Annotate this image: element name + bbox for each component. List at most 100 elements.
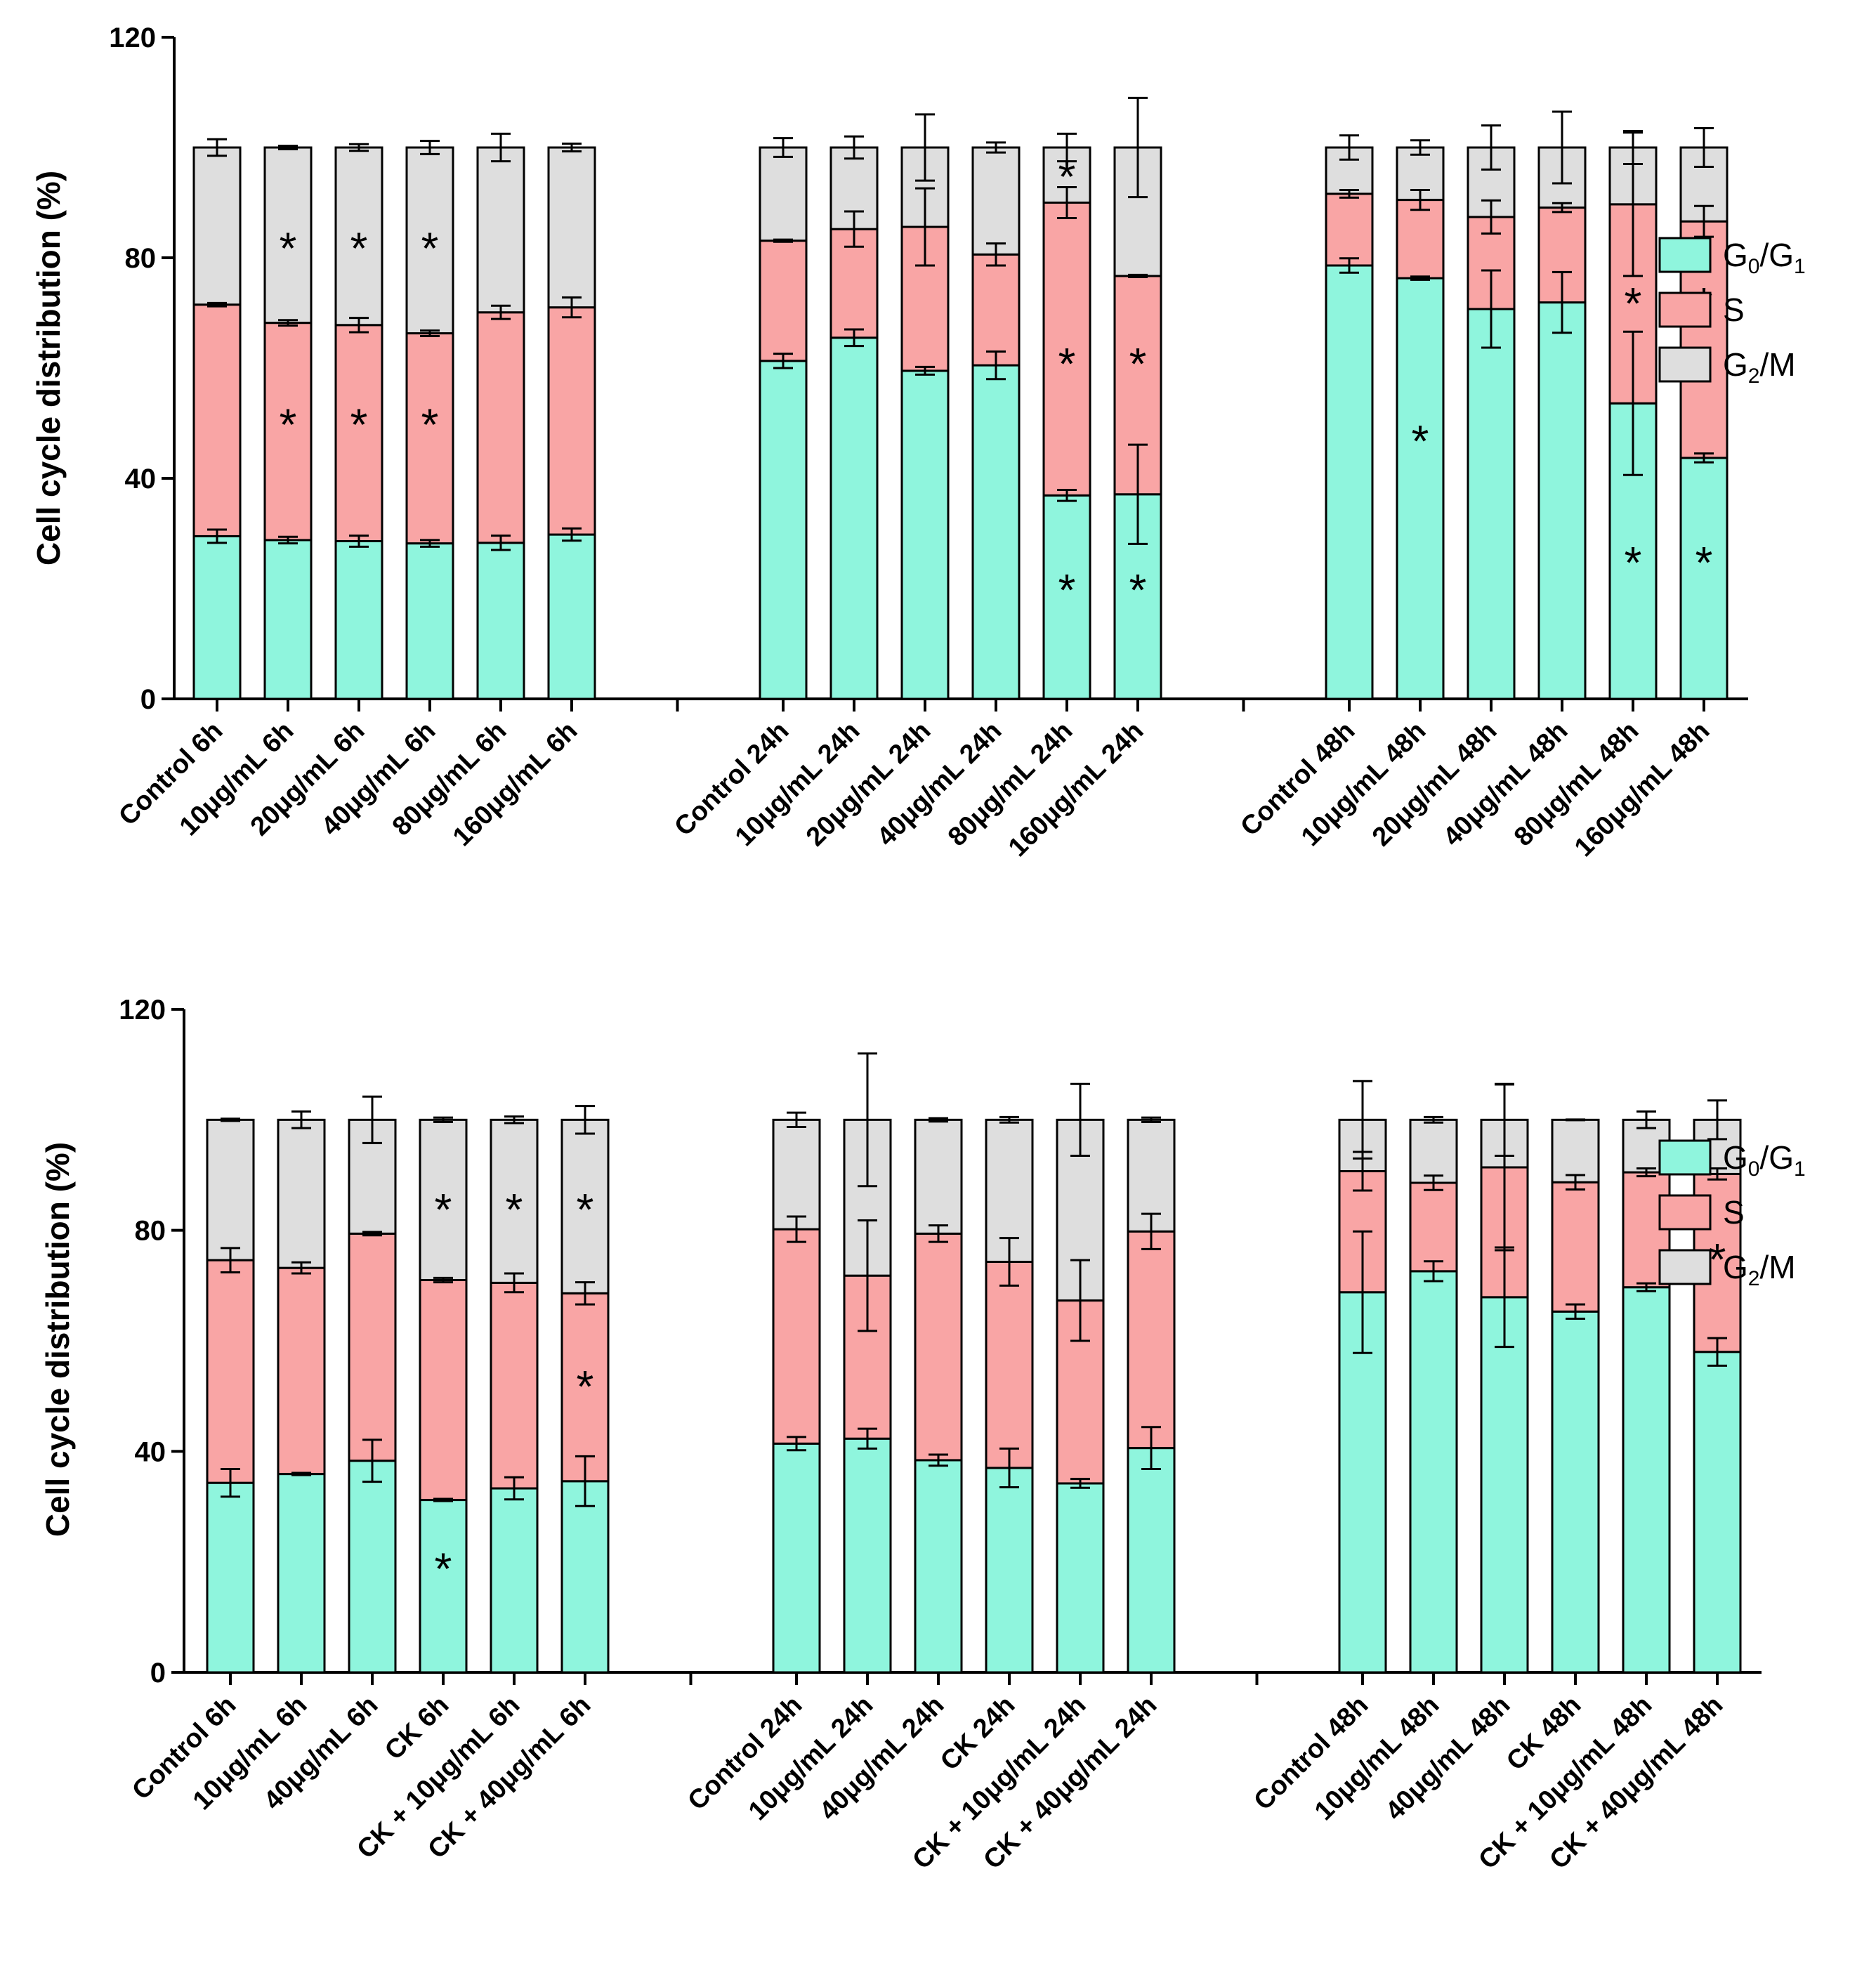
- bar-g2m: [914, 1118, 963, 1235]
- bar-stack: [206, 1117, 255, 1674]
- y-axis-label: Cell cycle distribution (%): [39, 1142, 76, 1537]
- bar-g2m: [277, 1118, 326, 1269]
- y-tick-label: 120: [109, 22, 156, 53]
- bar-g2m: [1551, 1118, 1600, 1184]
- bar-g0g1: [1693, 1351, 1742, 1674]
- x-tick-label: 10μg/mL 24h: [730, 716, 865, 852]
- bar-stack: *: [1396, 139, 1445, 700]
- significance-star: *: [421, 223, 439, 273]
- bar-stack: [1409, 1115, 1458, 1674]
- bar-g0g1: [829, 336, 879, 700]
- x-tick-label: 20μg/mL 48h: [1367, 716, 1502, 852]
- y-tick-label: 40: [125, 464, 157, 494]
- legend-swatch: [1658, 1139, 1712, 1176]
- legend-swatch: [1658, 1249, 1712, 1285]
- bar-g0g1: [1409, 1270, 1458, 1674]
- bar-stack: [476, 132, 525, 700]
- bar-stack: **: [263, 145, 313, 700]
- legend-label: S: [1723, 291, 1745, 328]
- legend-swatch: [1658, 291, 1712, 328]
- legend-item-s: S: [1658, 291, 1745, 328]
- bar-s: [192, 303, 242, 537]
- bar-stack: [1127, 1116, 1176, 1674]
- bar-stack: **: [560, 1105, 610, 1674]
- x-tick-label: 80μg/mL 24h: [943, 716, 1078, 852]
- x-tick-label: 10μg/mL 48h: [1296, 716, 1431, 852]
- y-tick-label: 80: [125, 243, 157, 274]
- bar-stack: [277, 1110, 326, 1674]
- bar-stack: **: [1113, 96, 1162, 700]
- x-tick-label: 40μg/mL 24h: [872, 716, 1007, 852]
- significance-star: *: [577, 1184, 594, 1235]
- bar-g0g1: [971, 364, 1021, 700]
- bar-g0g1: [1551, 1310, 1600, 1674]
- bar-stack: [914, 1117, 963, 1674]
- significance-star: *: [1625, 537, 1642, 588]
- bar-s: [1551, 1181, 1600, 1313]
- y-tick-label: 80: [135, 1216, 166, 1247]
- bar-g2m: [192, 146, 242, 306]
- x-tick-label: 160μg/mL 6h: [447, 716, 583, 852]
- bar-g0g1: [914, 1459, 963, 1674]
- bar-g0g1: [1325, 264, 1374, 700]
- x-tick-label: 40μg/mL 48h: [1438, 716, 1573, 852]
- bar-stack: [1325, 134, 1374, 700]
- legend-swatch: [1658, 1194, 1712, 1231]
- bar-g0g1: [985, 1467, 1034, 1674]
- significance-star: *: [1058, 339, 1076, 389]
- bar-g0g1: [1467, 308, 1516, 700]
- bar-g2m: [971, 146, 1021, 256]
- bar-s: [560, 1292, 610, 1483]
- bar-s: [1127, 1230, 1176, 1450]
- bar-stack: [1622, 1110, 1671, 1674]
- bar-stack: *: [490, 1115, 539, 1674]
- significance-star: *: [280, 223, 297, 273]
- bar-g0g1: [277, 1473, 326, 1674]
- bar-g0g1: [192, 535, 242, 700]
- x-tick-label: 10μg/mL 48h: [1309, 1691, 1445, 1826]
- legend-label: G2/M: [1723, 1249, 1796, 1290]
- bar-stack: [1056, 1082, 1105, 1674]
- significance-star: *: [435, 1184, 452, 1235]
- bar-stack: [985, 1115, 1034, 1674]
- y-tick-label: 120: [119, 995, 166, 1025]
- legend-label: G0/G1: [1723, 1139, 1806, 1181]
- legend-item-g2m: G2/M: [1658, 346, 1796, 388]
- significance-star: *: [1695, 537, 1713, 588]
- bar-stack: [843, 1052, 892, 1674]
- bar-s: [348, 1232, 397, 1462]
- bar-s: [759, 240, 808, 362]
- x-tick-label: 20μg/mL 24h: [801, 716, 936, 852]
- bar-stack: [192, 138, 242, 700]
- bar-stack: [1537, 110, 1587, 700]
- bar-g2m: [759, 146, 808, 242]
- bar-s: [490, 1281, 539, 1490]
- bar-stack: * * *: [1042, 132, 1091, 700]
- significance-star: *: [280, 400, 297, 450]
- bar-g2m: [334, 146, 383, 327]
- bar-g0g1: [334, 539, 383, 700]
- significance-star: *: [1129, 565, 1147, 615]
- bar-stack: **: [405, 140, 454, 700]
- legend-label: S: [1723, 1194, 1745, 1231]
- bar-g0g1: [547, 533, 596, 700]
- x-tick-label: 80μg/mL 48h: [1509, 716, 1644, 852]
- bar-g2m: [206, 1118, 255, 1261]
- bar-stack: [348, 1095, 397, 1674]
- bar-g0g1: [900, 369, 950, 700]
- bar-g0g1: [476, 542, 525, 700]
- significance-star: *: [421, 400, 439, 450]
- bar-g2m: [560, 1118, 610, 1294]
- bar-stack: [829, 135, 879, 700]
- bar-g0g1: [1537, 301, 1587, 700]
- legend-item-g2m: G2/M: [1658, 1249, 1796, 1290]
- bar-g0g1: [772, 1442, 821, 1674]
- bar-stack: **: [419, 1116, 468, 1674]
- bar-g2m: [1409, 1118, 1458, 1184]
- bar-s: [419, 1278, 468, 1502]
- legend-item-g0g1: G0/G1: [1658, 237, 1806, 278]
- legend-swatch: [1658, 346, 1712, 383]
- bar-stack: [1551, 1118, 1600, 1674]
